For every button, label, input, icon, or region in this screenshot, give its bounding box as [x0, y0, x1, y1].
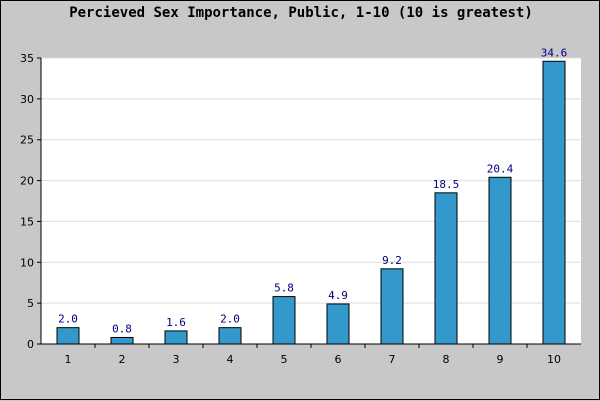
x-tick-label: 2 — [119, 353, 126, 366]
x-tick-label: 1 — [65, 353, 72, 366]
bar — [272, 296, 296, 345]
x-tick-label: 3 — [173, 353, 180, 366]
y-tick-label: 35 — [20, 52, 34, 65]
bar — [218, 327, 242, 345]
bar — [56, 327, 80, 345]
data-label: 9.2 — [382, 254, 402, 267]
data-label: 5.8 — [274, 282, 294, 295]
x-tick-label: 6 — [335, 353, 342, 366]
y-tick-label: 30 — [20, 93, 34, 106]
y-tick-label: 15 — [20, 215, 34, 228]
bar — [542, 60, 566, 345]
data-label: 20.4 — [487, 162, 514, 175]
bar — [380, 268, 404, 345]
bar — [434, 192, 458, 345]
bar — [164, 330, 188, 345]
y-tick-label: 25 — [20, 134, 34, 147]
data-label: 2.0 — [58, 313, 78, 326]
x-tick-label: 9 — [497, 353, 504, 366]
data-label: 18.5 — [433, 178, 460, 191]
x-tick-label: 8 — [443, 353, 450, 366]
data-label: 34.6 — [541, 46, 568, 59]
data-label: 4.9 — [328, 289, 348, 302]
data-label: 1.6 — [166, 316, 186, 329]
y-tick-label: 5 — [27, 297, 34, 310]
x-tick-label: 5 — [281, 353, 288, 366]
y-tick-label: 0 — [27, 338, 34, 351]
data-label: 0.8 — [112, 322, 132, 335]
y-tick-label: 10 — [20, 256, 34, 269]
x-tick-label: 10 — [547, 353, 561, 366]
y-tick-label: 20 — [20, 175, 34, 188]
chart-title: Percieved Sex Importance, Public, 1-10 (… — [69, 5, 533, 21]
bar — [488, 176, 512, 345]
data-label: 2.0 — [220, 313, 240, 326]
bar — [326, 303, 350, 345]
x-tick-label: 7 — [389, 353, 396, 366]
bar — [110, 336, 134, 345]
x-tick-label: 4 — [227, 353, 234, 366]
